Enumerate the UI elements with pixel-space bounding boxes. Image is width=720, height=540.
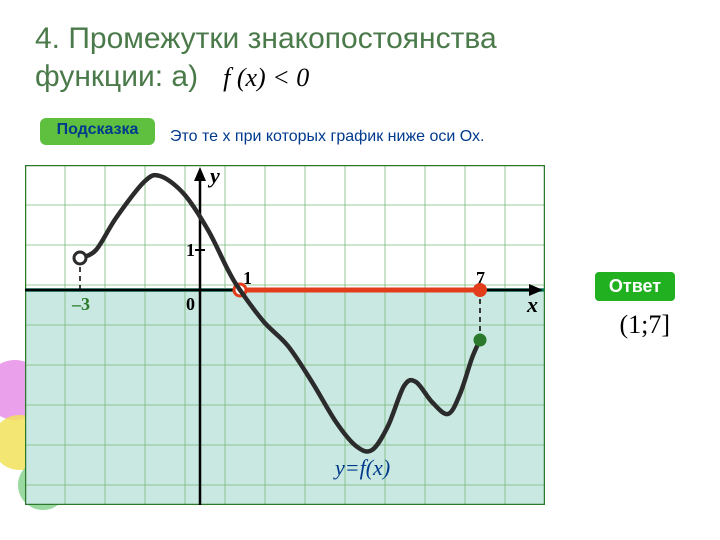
svg-text:x: x bbox=[526, 292, 538, 317]
answer-value: (1;7] bbox=[619, 310, 670, 340]
hint-text: Это те x при которых график ниже оси Ох. bbox=[170, 128, 484, 146]
formula: f (x) < 0 bbox=[223, 63, 309, 92]
svg-text:–3: –3 bbox=[71, 294, 90, 314]
chart-svg: yx10–317 bbox=[25, 165, 545, 505]
curve-label: y=f(x) bbox=[335, 455, 390, 481]
hint-badge-label: Подсказка bbox=[57, 121, 139, 138]
hint-badge[interactable]: Подсказка bbox=[40, 118, 155, 145]
svg-text:0: 0 bbox=[186, 294, 195, 314]
title-text-1: 4. Промежутки знакопостоянства bbox=[35, 22, 497, 55]
answer-badge-label: Ответ bbox=[609, 276, 661, 296]
svg-text:1: 1 bbox=[186, 240, 195, 260]
answer-badge[interactable]: Ответ bbox=[595, 272, 675, 301]
title-text-2: функции: а) bbox=[35, 60, 198, 93]
svg-text:y: y bbox=[207, 165, 220, 188]
page-title: 4. Промежутки знакопостоянства функции: … bbox=[35, 20, 497, 95]
chart: yx10–317 y=f(x) bbox=[25, 165, 545, 505]
